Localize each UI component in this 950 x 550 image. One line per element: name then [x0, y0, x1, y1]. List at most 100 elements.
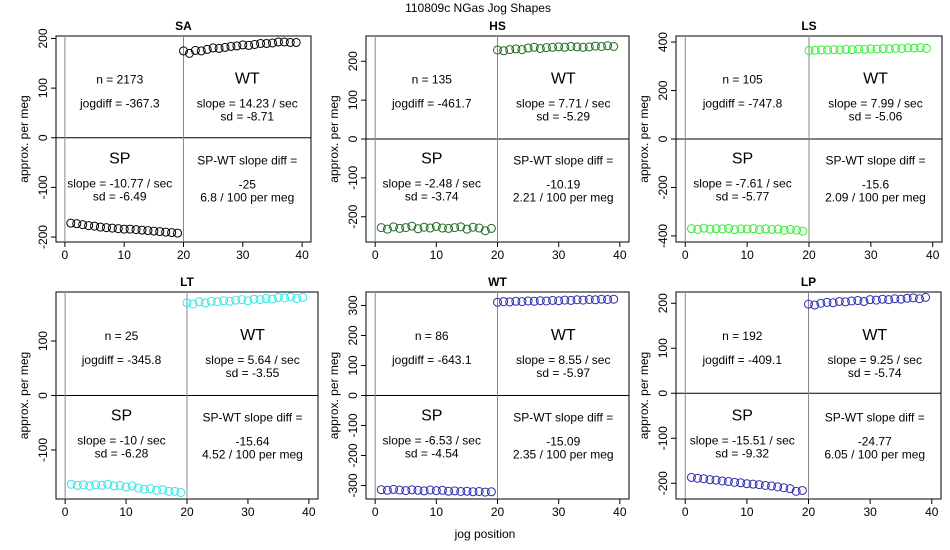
data-point — [755, 225, 765, 235]
data-point — [511, 44, 521, 54]
y-tick-label: -100 — [36, 438, 50, 462]
y-tick-label: -200 — [346, 443, 360, 467]
data-point — [891, 43, 901, 53]
slope-diff-value: -24.77 — [858, 434, 892, 448]
data-point — [523, 43, 533, 53]
y-tick-label: -100 — [346, 413, 360, 437]
data-point — [425, 485, 435, 495]
data-point — [792, 225, 802, 235]
data-point — [554, 42, 564, 52]
x-tick-label: 30 — [864, 248, 878, 262]
y-axis-label: approx. per meg — [17, 352, 31, 439]
panel-lt: LT 0 10 20 30 40 -100 0 100 approx. per meg n = 25… — [17, 275, 319, 519]
data-point — [810, 300, 820, 310]
count-label: n = 192 — [722, 329, 763, 343]
wt-sd-label: sd = -5.97 — [536, 366, 590, 380]
y-tick-label: 200 — [346, 325, 360, 345]
data-point — [167, 228, 177, 238]
x-tick-label: 20 — [491, 505, 505, 519]
data-point — [220, 42, 230, 52]
count-label: n = 2173 — [96, 73, 143, 87]
data-point — [897, 44, 907, 54]
data-point — [155, 227, 165, 237]
y-axis-label: approx. per meg — [17, 95, 31, 182]
data-point — [121, 482, 131, 492]
data-point — [395, 485, 405, 495]
data-point — [609, 41, 619, 51]
data-point — [376, 485, 386, 495]
data-point — [450, 223, 460, 233]
data-point — [474, 487, 484, 496]
wt-label: WT — [235, 71, 260, 88]
wt-label: WT — [240, 327, 265, 344]
data-point — [72, 219, 82, 229]
wt-slope-label: slope = 14.23 / sec — [197, 97, 298, 111]
y-tick-label: -300 — [346, 473, 360, 497]
data-point — [847, 45, 857, 55]
data-point — [450, 486, 460, 496]
data-point — [97, 480, 107, 490]
data-point — [493, 297, 502, 307]
data-point — [196, 46, 206, 56]
data-point — [145, 484, 155, 494]
data-point — [249, 294, 259, 304]
slope-diff-label: SP-WT slope diff = — [825, 410, 925, 424]
data-point — [107, 223, 117, 233]
x-tick-label: 40 — [302, 505, 316, 519]
y-tick-label: 200 — [36, 28, 50, 48]
data-point — [693, 473, 703, 483]
x-tick-label: 30 — [236, 248, 250, 262]
sp-slope-label: slope = -6.53 / sec — [383, 433, 481, 447]
data-point — [184, 48, 194, 58]
data-point — [890, 294, 900, 304]
panel-title: WT — [488, 275, 507, 289]
data-point — [711, 475, 721, 485]
wt-sd-label: sd = -5.29 — [536, 110, 590, 124]
data-point — [292, 294, 302, 304]
data-point — [437, 485, 447, 495]
data-point — [686, 472, 696, 482]
data-point — [90, 221, 100, 231]
data-point — [834, 296, 844, 306]
data-point — [853, 296, 863, 306]
sp-label: SP — [732, 407, 753, 424]
data-point — [382, 485, 392, 495]
data-point — [431, 486, 441, 496]
slope-diff-label: SP-WT slope diff = — [197, 154, 297, 168]
x-tick-label: 40 — [926, 248, 940, 262]
data-point — [896, 294, 906, 304]
data-point — [804, 299, 813, 309]
sp-label: SP — [732, 151, 753, 168]
data-point — [493, 45, 502, 55]
data-point — [872, 44, 882, 54]
slope-diff-per-meg: 6.8 / 100 per meg — [200, 191, 294, 205]
data-point — [860, 44, 870, 54]
data-point — [548, 42, 558, 52]
data-point — [298, 292, 308, 302]
x-tick-label: 0 — [62, 248, 69, 262]
data-point — [395, 223, 405, 233]
data-point — [730, 477, 740, 487]
data-point — [560, 295, 570, 305]
data-point — [212, 297, 222, 307]
slope-diff-label: SP-WT slope diff = — [203, 410, 303, 424]
data-point — [584, 42, 594, 52]
data-point — [878, 44, 888, 54]
slope-diff-value: -15.09 — [546, 434, 580, 448]
figure-xlabel: jog position — [454, 527, 516, 541]
data-point — [419, 486, 429, 496]
data-point — [736, 478, 746, 488]
data-point — [225, 296, 235, 306]
x-tick-label: 20 — [802, 248, 816, 262]
data-point — [578, 42, 588, 52]
data-point — [401, 486, 411, 496]
data-point — [456, 487, 466, 496]
slope-diff-per-meg: 2.09 / 100 per meg — [825, 191, 926, 205]
data-point — [286, 292, 296, 302]
data-point — [389, 484, 399, 494]
data-point — [115, 480, 125, 490]
data-point — [413, 224, 423, 234]
y-tick-label: -100 — [36, 175, 50, 199]
data-point — [723, 476, 733, 486]
